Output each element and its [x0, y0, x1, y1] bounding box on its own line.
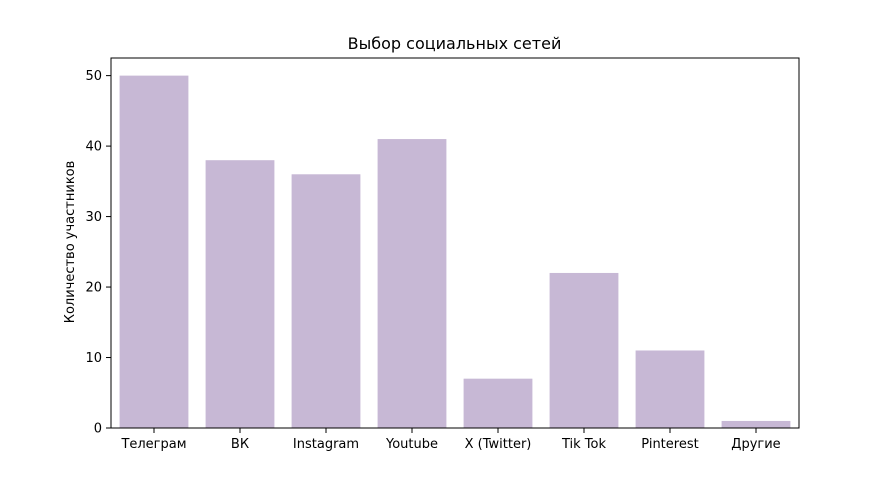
x-tick-label-1: ВК [231, 437, 249, 452]
bars-layer [119, 75, 791, 429]
x-tick-label-6: Pinterest [641, 437, 698, 452]
bar-0 [119, 75, 189, 429]
chart-title: Выбор социальных сетей [348, 34, 562, 53]
bar-4 [463, 378, 533, 428]
plot-frame [110, 57, 800, 429]
x-tick-label-0: Телеграм [120, 437, 186, 452]
bar-2 [291, 174, 361, 428]
bar-7 [721, 420, 791, 428]
y-tick-label-1: 10 [85, 351, 102, 366]
y-axis-label: Количество участников [63, 161, 78, 324]
y-tick-label-0: 0 [94, 422, 102, 437]
y-tick-label-2: 20 [85, 281, 102, 296]
x-tick-label-2: Instagram [293, 437, 359, 452]
x-tick-label-7: Другие [731, 437, 780, 452]
y-tick-label-3: 30 [85, 210, 102, 225]
bar-1 [205, 160, 275, 428]
x-tick-label-5: Tik Tok [561, 437, 606, 452]
bar-5 [549, 272, 619, 428]
x-tick-label-4: X (Twitter) [465, 437, 532, 452]
bar-3 [377, 139, 447, 429]
y-tick-label-5: 50 [85, 69, 102, 84]
y-tick-label-4: 40 [85, 140, 102, 155]
x-tick-label-3: Youtube [385, 437, 438, 452]
bar-6 [635, 350, 705, 428]
axes-layer: 0 10 20 30 40 50 Телеграм ВК Instagram Youtube X (… [85, 57, 800, 452]
